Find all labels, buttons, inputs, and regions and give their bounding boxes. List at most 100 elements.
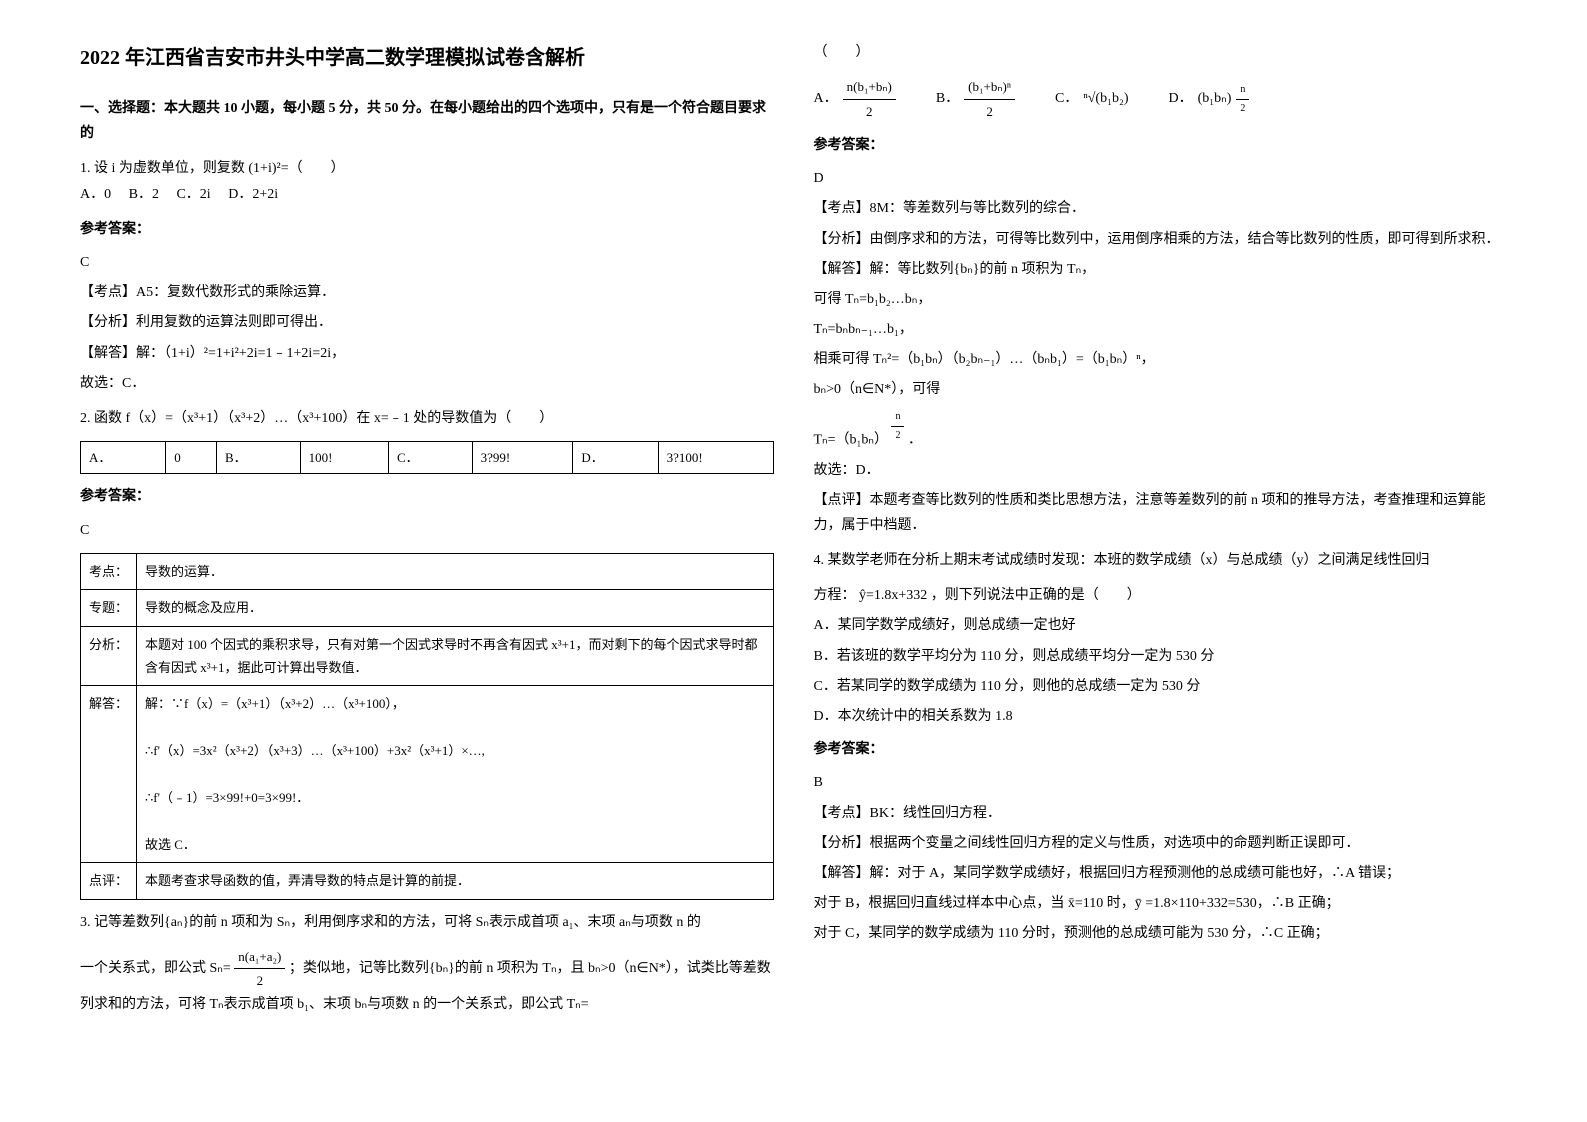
q3-optD: D．	[1169, 86, 1193, 111]
q3-formula1: n(a₁+a₂) 2	[234, 945, 285, 993]
q3-solve6-exp: n 2	[891, 408, 904, 445]
q2-options-table: A． 0 B． 100! C． 3?99! D． 3?100!	[80, 441, 774, 474]
right-column: （ ） A． n(b₁+bₙ) 2 B． (b₁+bₙ)ⁿ 2 C． ⁿ√(b₁…	[794, 40, 1528, 1018]
q2-row3-text: 本题对 100 个因式的乘积求导，只有对第一个因式求导时不再含有因式 x³+1，…	[137, 626, 773, 686]
q2-row4-label: 解答：	[81, 686, 137, 863]
q4-analysis: 【分析】根据两个变量之间线性回归方程的定义与性质，对选项中的命题判断正误即可．	[814, 831, 1508, 856]
q3-solve1: 【解答】解：等比数列{bₙ}的前 n 项积为 Tₙ，	[814, 257, 1508, 282]
section-header: 一、选择题：本大题共 10 小题，每小题 5 分，共 50 分。在每小题给出的四…	[80, 96, 774, 146]
q3-optA-item: A． n(b₁+bₙ) 2	[814, 75, 896, 123]
q4-solve2: 对于 B，根据回归直线过样本中心点，当 x̄=110 时，ȳ =1.8×110+…	[814, 891, 1508, 916]
q2-answer: C	[80, 518, 774, 543]
q2-row3-label: 分析：	[81, 626, 137, 686]
q2-optB: 100!	[300, 442, 388, 474]
q2-optA-label: A．	[81, 442, 166, 474]
q3-solve6b: ．	[908, 432, 922, 447]
q3-comment: 【点评】本题考查等比数列的性质和类比思想方法，注意等差数列的前 n 项和的推导方…	[814, 488, 1508, 538]
q3-options: A． n(b₁+bₙ) 2 B． (b₁+bₙ)ⁿ 2 C． ⁿ√(b₁b₂) …	[814, 75, 1508, 123]
q3-optD-exp-top: n	[1236, 81, 1249, 100]
q3-optD-exp-bot: 2	[1236, 100, 1249, 118]
q4-point: 【考点】BK：线性回归方程．	[814, 801, 1508, 826]
q3-formula1-top: n(a₁+a₂)	[234, 945, 285, 969]
q1-optB: B．2	[129, 187, 159, 202]
q4-text2a: 方程：	[814, 588, 856, 603]
q2-optC-label: C．	[388, 442, 472, 474]
q1-point: 【考点】A5：复数代数形式的乘除运算．	[80, 280, 774, 305]
page-title: 2022 年江西省吉安市井头中学高二数学理模拟试卷含解析	[80, 40, 774, 76]
q1-solve: 【解答】解：（1+i）²=1+i²+2i=1﹣1+2i=2i，	[80, 341, 774, 366]
q4-optB: B．若该班的数学平均分为 110 分，则总成绩平均分一定为 530 分	[814, 644, 1508, 669]
q2-row4-text4: 故选 C．	[145, 833, 764, 856]
q4-solve1: 【解答】解：对于 A，某同学数学成绩好，根据回归方程预测他的总成绩可能也好，∴A…	[814, 861, 1508, 886]
q2-optD-label: D．	[573, 442, 658, 474]
q3-formula1-bot: 2	[234, 969, 285, 992]
q3-optD-item: D． (b₁bₙ) n 2	[1169, 81, 1250, 118]
q1-analysis: 【分析】利用复数的运算法则即可得出．	[80, 310, 774, 335]
q3-optD-text: (b₁bₙ)	[1198, 86, 1232, 111]
q4-optA: A．某同学数学成绩好，则总成绩一定也好	[814, 613, 1508, 638]
q1-optA: A．0	[80, 187, 111, 202]
q3-optC: C．	[1055, 86, 1078, 111]
q3-optA: A．	[814, 86, 838, 111]
q1-conclusion: 故选：C．	[80, 371, 774, 396]
q3-solve3: Tₙ=bₙbₙ₋₁…b₁，	[814, 317, 1508, 342]
question-4-line2: 方程： ŷ=1.8x+332 ，则下列说法中正确的是（ ）	[814, 583, 1508, 608]
q3-solve2: 可得 Tₙ=b₁b₂…bₙ，	[814, 287, 1508, 312]
q2-row1-text: 导数的运算．	[137, 553, 773, 589]
q3-text2: 一个关系式，即公式 Sₙ=	[80, 961, 231, 976]
q3-solve6a: Tₙ=（b₁bₙ）	[814, 432, 888, 447]
q3-optB-bot: 2	[964, 100, 1015, 123]
q2-optD: 3?100!	[658, 442, 773, 474]
q2-row4-text1: 解：∵f（x）=（x³+1）（x³+2）…（x³+100），	[145, 692, 764, 715]
q2-row2-text: 导数的概念及应用．	[137, 590, 773, 626]
q3-solve6: Tₙ=（b₁bₙ） n 2 ．	[814, 408, 1508, 453]
q1-answer: C	[80, 250, 774, 275]
q3-optB-frac: (b₁+bₙ)ⁿ 2	[964, 75, 1015, 123]
q1-text: 1. 设 i 为虚数单位，则复数 (1+i)²=（ ）	[80, 156, 774, 181]
question-2: 2. 函数 f（x）=（x³+1）（x³+2）…（x³+100）在 x=﹣1 处…	[80, 406, 774, 431]
q1-optD: D．2+2i	[228, 187, 278, 202]
q4-solve3: 对于 C，某同学的数学成绩为 110 分时，预测他的总成绩可能为 530 分，∴…	[814, 921, 1508, 946]
q3-solve4: 相乘可得 Tₙ²=（b₁bₙ）（b₂bₙ₋₁）…（bₙb₁）=（b₁bₙ）ⁿ，	[814, 347, 1508, 372]
q2-optB-label: B．	[217, 442, 301, 474]
q3-optC-text: ⁿ√(b₁b₂)	[1083, 86, 1128, 111]
question-3-text1: 3. 记等差数列{aₙ}的前 n 项和为 Sₙ，利用倒序求和的方法，可将 Sₙ表…	[80, 910, 774, 935]
q3-point: 【考点】8M：等差数列与等比数列的综合．	[814, 196, 1508, 221]
q4-answer: B	[814, 770, 1508, 795]
q3-analysis: 【分析】由倒序求和的方法，可得等比数列中，运用倒序相乘的方法，结合等比数列的性质…	[814, 227, 1508, 252]
q3-optA-top: n(b₁+bₙ)	[843, 75, 896, 99]
q3-optA-bot: 2	[843, 100, 896, 123]
q2-row2-label: 专题：	[81, 590, 137, 626]
q3-optD-exp: n 2	[1236, 81, 1249, 118]
q2-row5-text: 本题考查求导函数的值，弄清导数的特点是计算的前提．	[137, 863, 773, 899]
question-4-text1: 4. 某数学老师在分析上期末考试成绩时发现：本班的数学成绩（x）与总成绩（y）之…	[814, 548, 1508, 573]
q3-paren: （ ）	[814, 40, 1508, 65]
q2-row4-text3: ∴f'（﹣1）=3×99!+0=3×99!．	[145, 786, 764, 809]
q2-row1-label: 考点：	[81, 553, 137, 589]
q4-answer-label: 参考答案：	[814, 737, 1508, 762]
q2-analysis-table: 考点： 导数的运算． 专题： 导数的概念及应用． 分析： 本题对 100 个因式…	[80, 553, 774, 900]
q3-solve6-exp-top: n	[891, 408, 904, 427]
left-column: 2022 年江西省吉安市井头中学高二数学理模拟试卷含解析 一、选择题：本大题共 …	[60, 40, 794, 1018]
q3-optB: B．	[936, 86, 959, 111]
q3-optB-item: B． (b₁+bₙ)ⁿ 2	[936, 75, 1015, 123]
q2-optA: 0	[166, 442, 217, 474]
q1-optC: C．2i	[176, 187, 210, 202]
q2-row5-label: 点评：	[81, 863, 137, 899]
q3-conclusion: 故选：D．	[814, 458, 1508, 483]
q3-optA-frac: n(b₁+bₙ) 2	[843, 75, 896, 123]
q1-options: A．0 B．2 C．2i D．2+2i	[80, 182, 774, 207]
q4-formula: ŷ=1.8x+332	[859, 588, 927, 603]
q2-optC: 3?99!	[472, 442, 573, 474]
q3-answer: D	[814, 166, 1508, 191]
q2-row4-text: 解：∵f（x）=（x³+1）（x³+2）…（x³+100）， ∴f'（x）=3x…	[137, 686, 773, 863]
question-3-line2: 一个关系式，即公式 Sₙ= n(a₁+a₂) 2 ；类似地，记等比数列{bₙ}的…	[80, 945, 774, 1018]
q3-optC-item: C． ⁿ√(b₁b₂)	[1055, 86, 1129, 111]
q3-answer-label: 参考答案：	[814, 133, 1508, 158]
q1-answer-label: 参考答案：	[80, 217, 774, 242]
q3-solve5: bₙ>0（n∈N*），可得	[814, 377, 1508, 402]
q4-optD: D．本次统计中的相关系数为 1.8	[814, 704, 1508, 729]
q3-optB-top: (b₁+bₙ)ⁿ	[964, 75, 1015, 99]
q4-optC: C．若某同学的数学成绩为 110 分，则他的总成绩一定为 530 分	[814, 674, 1508, 699]
q3-solve6-exp-bot: 2	[891, 427, 904, 445]
